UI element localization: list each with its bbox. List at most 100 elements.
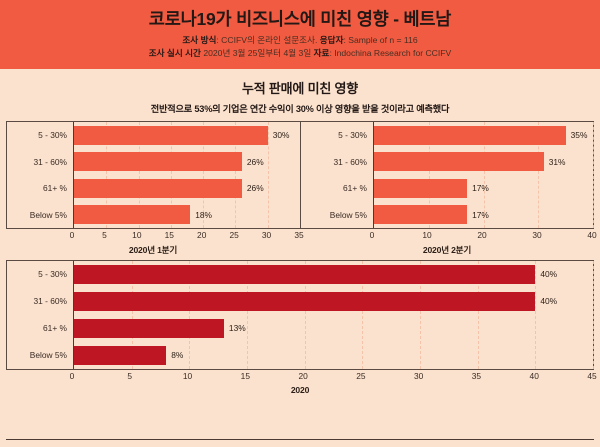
x-axis-tick: 30	[413, 371, 424, 382]
x-axis-tick: 40	[529, 371, 539, 382]
bar-value-label: 35%	[570, 130, 588, 141]
category-label: Below 5%	[29, 350, 67, 361]
x-axis-tick: 20	[477, 230, 487, 241]
x-axis-tick: 15	[164, 230, 174, 241]
chart-q2-bars: 35% 31% 17% 17%	[374, 122, 593, 228]
x-axis-tick: 35	[294, 230, 304, 241]
bar-row: 13%	[74, 319, 593, 339]
x-axis-tick: 10	[182, 371, 193, 382]
bar	[74, 125, 268, 145]
x-axis-tick: 0	[69, 371, 75, 382]
bar-row: 26%	[74, 152, 300, 172]
chart-year-x-axis: 0 5 10 15 20 25 30 35 40 45	[6, 370, 597, 386]
bar-row: 18%	[74, 205, 300, 225]
category-label: Below 5%	[329, 209, 367, 220]
header-band: 코로나19가 비즈니스에 미친 영향 - 베트남 조사 방식: CCIFV의 온…	[0, 0, 600, 70]
bar	[74, 292, 536, 312]
x-axis-tick: 35	[471, 371, 482, 382]
section-heading: 누적 판매에 미친 영향 전반적으로 53%의 기업은 연간 수익이 30% 이…	[0, 69, 600, 115]
x-axis-tick: 20	[298, 371, 308, 382]
chart-q1-bars-area: 30% 26% 26% 18%	[73, 122, 301, 229]
bar-row: 17%	[374, 205, 593, 225]
chart-year-plot-area: 5 - 30% 31 - 60% 61+ % Below 5% 40% 40% 13% 8%	[6, 260, 595, 371]
bar-row: 40%	[74, 292, 593, 312]
page-bottom-rule	[6, 439, 594, 440]
chart-q2-x-axis-label: 2020년 2분기	[422, 245, 472, 256]
chart-year-2020: 5 - 30% 31 - 60% 61+ % Below 5% 40% 40% 13% 8%…	[6, 260, 597, 396]
page-title: 코로나19가 비즈니스에 미친 영향 - 베트남	[148, 9, 452, 29]
category-label: 5 - 30%	[38, 130, 67, 141]
category-label: 31 - 60%	[333, 156, 367, 167]
bar-value-label: 8%	[171, 350, 184, 361]
section-title: 누적 판매에 미친 영향	[241, 81, 359, 97]
category-label: 61+ %	[343, 183, 367, 194]
bar	[374, 152, 544, 172]
category-label: 5 - 30%	[38, 269, 67, 280]
bar-row: 30%	[74, 125, 300, 145]
respondents-label: 응답자	[319, 35, 344, 46]
bar-value-label: 18%	[195, 209, 212, 220]
gridline	[593, 261, 595, 370]
category-label: 31 - 60%	[33, 296, 67, 307]
bar	[374, 178, 468, 198]
x-axis-tick: 45	[587, 371, 597, 382]
bar	[74, 178, 242, 198]
bar	[374, 205, 468, 225]
source-value: : Indochina Research for CCIFV	[329, 47, 452, 58]
bar	[74, 319, 224, 339]
x-axis-tick: 0	[369, 230, 375, 241]
bar-row: 8%	[74, 346, 593, 366]
bar-value-label: 17%	[472, 209, 489, 220]
category-label: Below 5%	[29, 209, 67, 220]
chart-q2-x-axis: 0 10 20 30 40	[300, 229, 597, 245]
category-label: 31 - 60%	[33, 156, 67, 167]
chart-q2-2020: 5 - 30% 31 - 60% 61+ % Below 5% 35% 31% 17% 17…	[300, 121, 597, 256]
bar-value-label: 26%	[246, 183, 264, 194]
bar-value-label: 40%	[540, 296, 558, 307]
header-subtitle-line-1: 조사 방식: CCIFV의 온라인 설문조사. 응답자: Sample of n…	[0, 34, 600, 46]
chart-q1-2020: 5 - 30% 31 - 60% 61+ % Below 5% 30% 26% 26% 18…	[6, 121, 304, 256]
x-axis-tick: 5	[127, 371, 133, 382]
x-axis-tick: 30	[261, 230, 272, 241]
chart-year-x-axis-label: 2020	[290, 385, 310, 396]
section-subtitle: 전반적으로 53%의 기업은 연간 수익이 30% 이상 영향을 받을 것이라고…	[150, 104, 450, 115]
x-axis-tick: 15	[240, 371, 250, 382]
chart-q2-plot-area: 5 - 30% 31 - 60% 61+ % Below 5% 35% 31% 17% 17…	[300, 121, 594, 230]
survey-period-label: 조사 실시 시간	[148, 47, 201, 58]
bar-value-label: 17%	[472, 183, 489, 194]
bar	[74, 346, 167, 366]
quarterly-charts-row: 5 - 30% 31 - 60% 61+ % Below 5% 30% 26% 26% 18…	[6, 121, 597, 256]
chart-q1-plot-area: 5 - 30% 31 - 60% 61+ % Below 5% 30% 26% 26% 18…	[6, 121, 301, 230]
chart-year-category-labels: 5 - 30% 31 - 60% 61+ % Below 5%	[7, 261, 73, 369]
x-axis-tick: 25	[356, 371, 366, 382]
x-axis-tick: 5	[102, 230, 107, 241]
bar-row: 40%	[74, 265, 593, 285]
x-axis-tick: 40	[587, 230, 597, 241]
survey-period-value: 2020년 3월 25일부터 4월 3일	[200, 47, 314, 58]
respondents-value: : Sample of n = 116	[343, 35, 418, 46]
chart-year-bars-area: 40% 40% 13% 8%	[73, 261, 595, 370]
x-axis-tick: 20	[197, 230, 207, 241]
chart-q2-bars-area: 35% 31% 17% 17%	[373, 122, 594, 229]
bar	[74, 152, 242, 172]
chart-q1-x-axis-label: 2020년 1분기	[128, 245, 178, 256]
x-axis-tick: 10	[422, 230, 432, 241]
chart-q1-bars: 30% 26% 26% 18%	[74, 122, 300, 228]
bar-row: 31%	[374, 152, 593, 172]
bar-value-label: 26%	[246, 156, 264, 167]
bar	[74, 205, 191, 225]
x-axis-tick: 25	[229, 230, 239, 241]
x-axis-tick: 30	[532, 230, 542, 241]
bar-value-label: 13%	[228, 323, 246, 334]
survey-method-label: 조사 방식	[182, 35, 217, 46]
chart-year-bars: 40% 40% 13% 8%	[74, 261, 593, 369]
x-axis-tick: 0	[69, 230, 75, 241]
category-label: 5 - 30%	[338, 130, 367, 141]
chart-q1-x-axis: 0 5 10 15 20 25 30 35	[6, 229, 304, 245]
bar-row: 26%	[74, 178, 300, 198]
chart-q2-category-labels: 5 - 30% 31 - 60% 61+ % Below 5%	[301, 122, 373, 228]
bar-value-label: 30%	[272, 130, 290, 141]
x-axis-tick: 10	[132, 230, 142, 241]
bar-row: 17%	[374, 178, 593, 198]
category-label: 61+ %	[43, 323, 67, 334]
